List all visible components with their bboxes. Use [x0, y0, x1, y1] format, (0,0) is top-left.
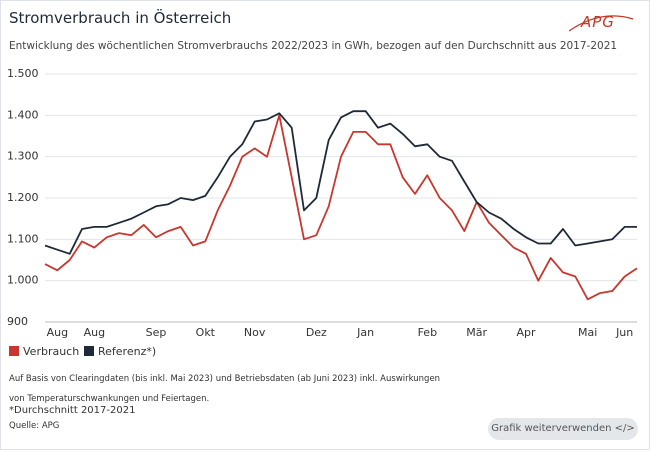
footnote: *Durchschnitt 2017-2021 — [9, 405, 136, 416]
chart-subtitle: Entwicklung des wöchentlichen Stromverbr… — [9, 40, 618, 52]
y-tick-label: 1.500 — [7, 67, 39, 80]
y-tick-label: 1.200 — [7, 191, 39, 204]
x-tick-label: Feb — [418, 326, 437, 339]
series-line — [44, 114, 638, 301]
x-tick-label: Sep — [146, 326, 167, 339]
source: Quelle: APG — [9, 421, 60, 431]
y-tick-label: 900 — [7, 315, 28, 328]
logo: APG — [581, 13, 615, 31]
y-tick-label: 1.100 — [7, 232, 39, 245]
x-tick-label: Jun — [615, 326, 633, 339]
y-tick-label: 1.000 — [7, 274, 39, 287]
x-tick-label: Jan — [356, 326, 374, 339]
x-tick-label: Dez — [306, 326, 327, 339]
x-tick-label: Aug — [84, 326, 105, 339]
series-line — [44, 110, 637, 255]
y-tick-label: 1.300 — [7, 150, 39, 163]
legend-label: Verbrauch — [23, 345, 79, 358]
x-tick-label: Nov — [244, 326, 266, 339]
legend-swatch — [9, 346, 19, 356]
note: Auf Basis von Clearingdaten (bis inkl. M… — [9, 374, 441, 404]
logo-swoosh — [568, 15, 634, 32]
legend-swatch — [84, 346, 94, 356]
x-tick-label: Mär — [466, 326, 487, 339]
legend-label: Referenz*) — [98, 345, 156, 358]
y-tick-label: 1.400 — [7, 108, 39, 121]
x-tick-label: Okt — [196, 326, 216, 339]
reuse-button[interactable]: Grafik weiterverwenden </> — [488, 418, 638, 440]
x-tick-label: Apr — [516, 326, 536, 339]
x-tick-label: Mai — [578, 326, 597, 339]
x-tick-label: Aug — [47, 326, 68, 339]
chart-title: Stromverbrauch in Österreich — [9, 9, 232, 27]
